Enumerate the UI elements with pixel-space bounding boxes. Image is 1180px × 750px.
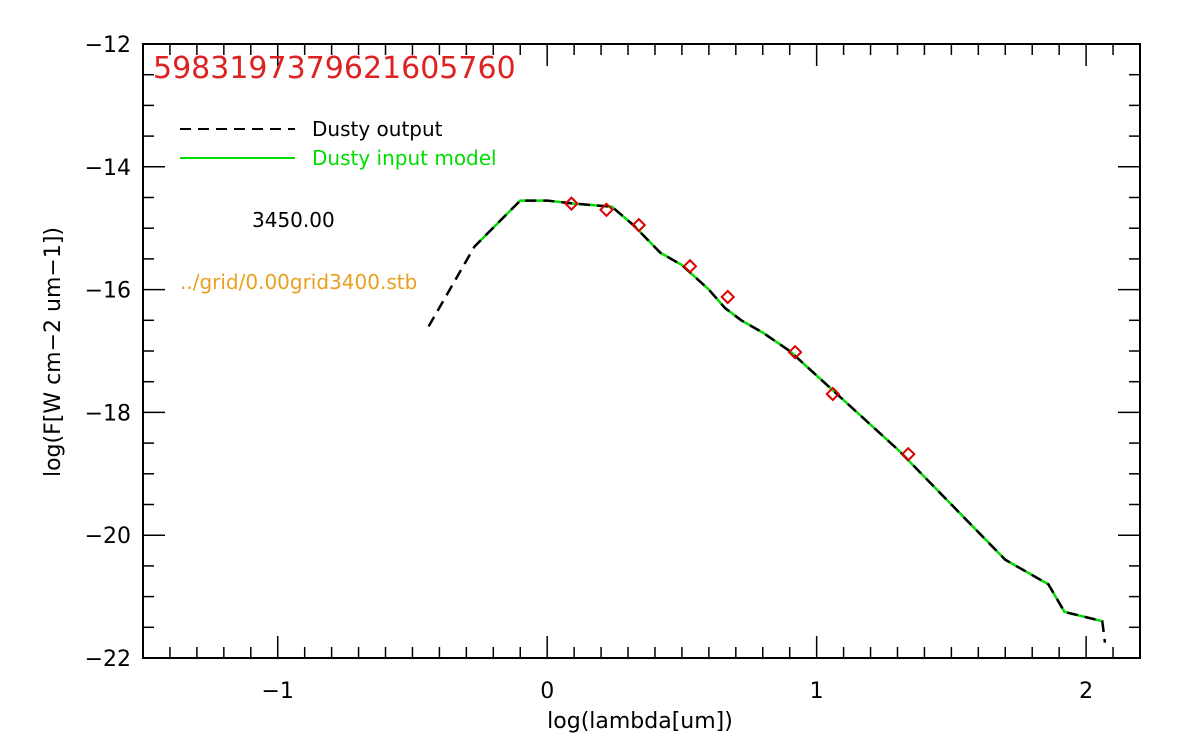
series-layer (427, 196, 1107, 643)
y-tick-label: −14 (85, 156, 131, 181)
legend: Dusty output Dusty input model (180, 117, 497, 170)
x-tick-label: 1 (810, 679, 824, 704)
temperature-annotation: 3450.00 (252, 208, 335, 232)
series-line-dusty-input-model (473, 199, 1103, 623)
photometry-point (825, 386, 841, 402)
photometry-point (564, 196, 579, 212)
y-tick-label: −18 (85, 401, 131, 426)
model-file-annotation: ../grid/0.00grid3400.stb (180, 270, 417, 294)
photometry-point (720, 289, 736, 305)
photometry-point (599, 202, 614, 218)
x-axis-label: log(lambda[um]) (547, 709, 733, 734)
photometry-point (682, 258, 698, 274)
legend-label-dusty-input: Dusty input model (312, 146, 497, 170)
y-axis-label: log(F[W cm−2 um−1]) (41, 227, 66, 477)
x-tick-label: 0 (540, 679, 554, 704)
legend-label-dusty-output: Dusty output (312, 117, 443, 141)
photometry-point (787, 344, 803, 360)
x-tick-label: −1 (262, 679, 294, 704)
chart-title: 5983197379621605760 (153, 51, 516, 86)
x-tick-label: 2 (1079, 679, 1093, 704)
series-line-dusty-output (427, 199, 1107, 643)
photometry-point (631, 217, 647, 233)
plot-frame (142, 43, 1141, 659)
y-tick-label: −12 (85, 33, 131, 58)
y-tick-label: −22 (85, 647, 131, 672)
ticks-layer: −1 0 1 2 −22 −20 −18 −16 −14 −12 (85, 33, 1141, 704)
y-tick-label: −20 (85, 524, 131, 549)
y-tick-label: −16 (85, 279, 131, 304)
photometry-point (900, 446, 916, 462)
